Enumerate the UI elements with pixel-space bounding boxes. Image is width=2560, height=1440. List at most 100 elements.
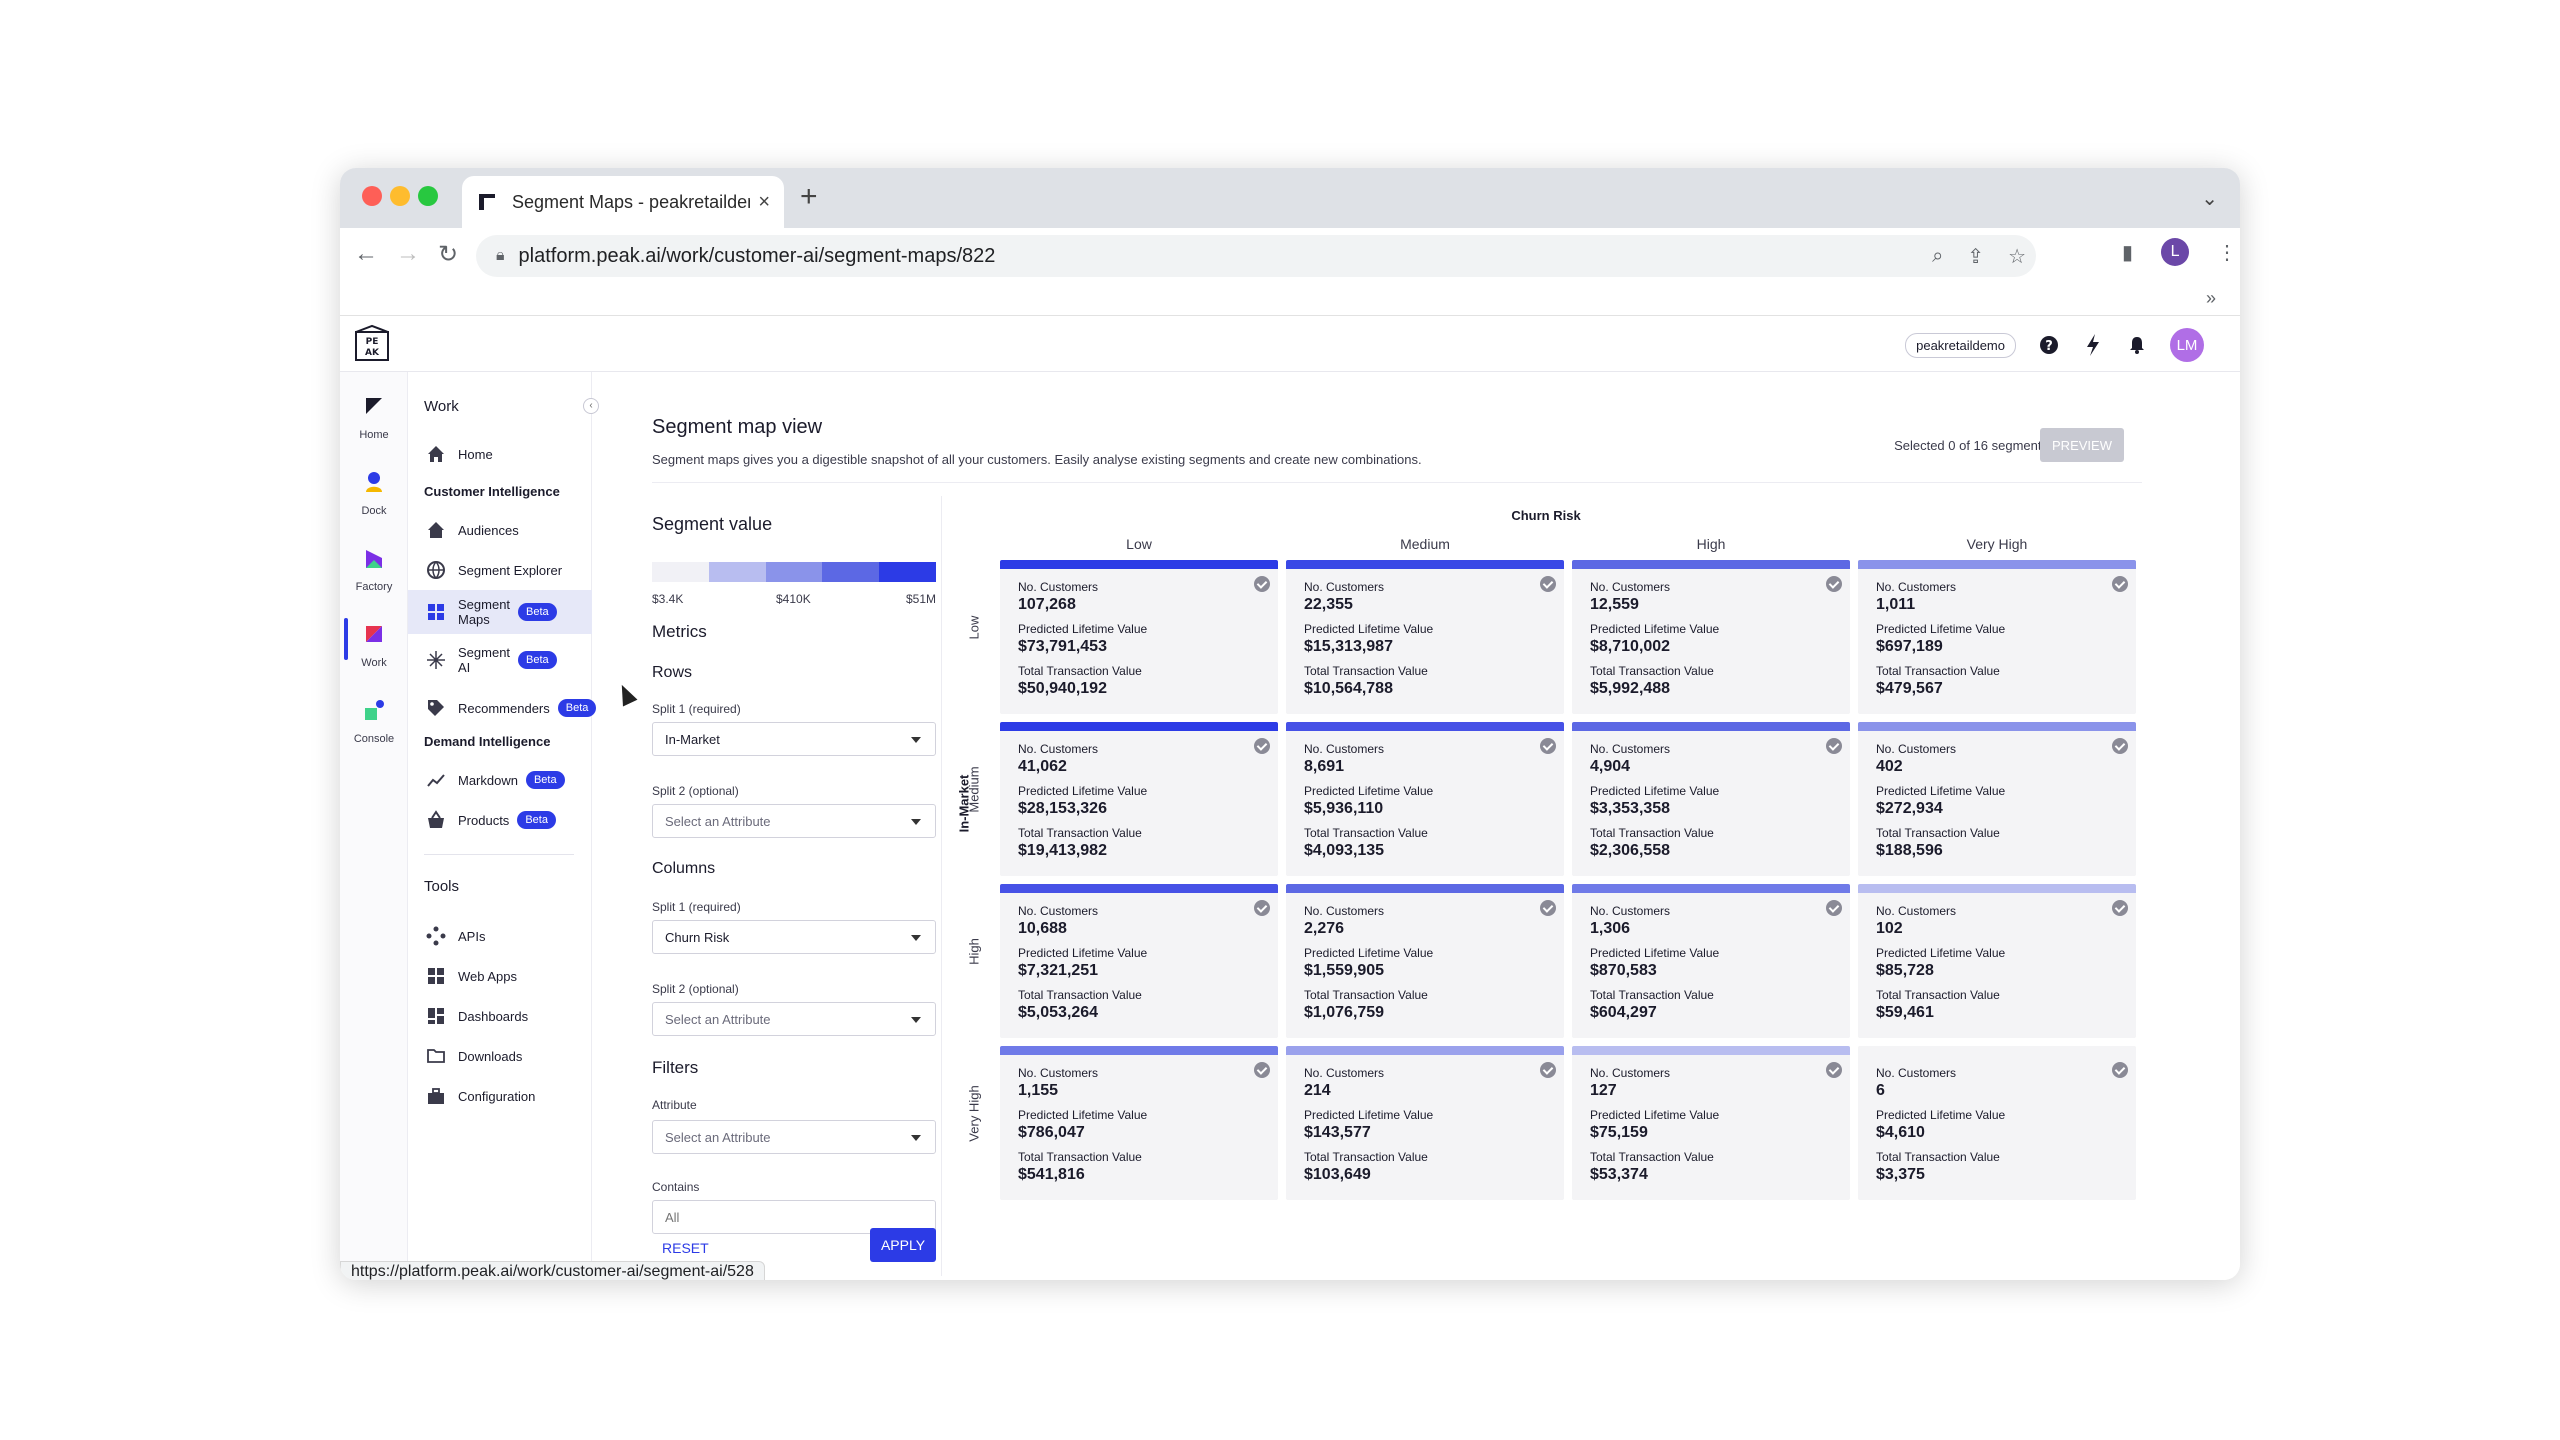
close-window-button[interactable] bbox=[362, 186, 382, 206]
segment-cell[interactable]: No. Customers 402 Predicted Lifetime Value… bbox=[1858, 722, 2136, 876]
segment-value-bar bbox=[1286, 1046, 1564, 1055]
column-header: Low bbox=[1126, 536, 1152, 552]
select-check-icon[interactable] bbox=[1540, 1062, 1556, 1078]
sidebar-item-web-apps[interactable]: Web Apps bbox=[408, 958, 592, 994]
tab-search-chevron-icon[interactable]: ⌄ bbox=[2201, 188, 2218, 210]
sidebar-item-audiences[interactable]: Audiences bbox=[408, 512, 592, 548]
segment-cell[interactable]: No. Customers 1,306 Predicted Lifetime Val… bbox=[1572, 884, 1850, 1038]
select-check-icon[interactable] bbox=[2112, 576, 2128, 592]
rows-split2-select[interactable]: Select an Attribute bbox=[652, 804, 936, 838]
sidebar-item-configuration[interactable]: Configuration bbox=[408, 1078, 592, 1114]
segment-cell[interactable]: No. Customers 2,276 Predicted Lifetime Val… bbox=[1286, 884, 1564, 1038]
segment-cell[interactable]: No. Customers 107,268 Predicted Lifetime V… bbox=[1000, 560, 1278, 714]
peak-logo-icon[interactable]: PE AK bbox=[352, 324, 392, 364]
sidebar-item-segment-explorer[interactable]: Segment Explorer bbox=[408, 552, 592, 588]
rows-split2-label: Split 2 (optional) bbox=[652, 784, 739, 798]
select-check-icon[interactable] bbox=[1254, 738, 1270, 754]
sidebar-item-segment-maps[interactable]: Segment Maps Beta bbox=[408, 590, 592, 634]
select-check-icon[interactable] bbox=[1540, 576, 1556, 592]
select-check-icon[interactable] bbox=[1826, 738, 1842, 754]
select-check-icon[interactable] bbox=[2112, 900, 2128, 916]
ttv-value: $604,297 bbox=[1590, 1004, 1657, 1021]
sidebar-item-home[interactable]: Home bbox=[408, 436, 592, 472]
select-check-icon[interactable] bbox=[1254, 576, 1270, 592]
new-tab-button[interactable]: + bbox=[800, 180, 818, 213]
peak-app: PE AK peakretaildemo ? LM Hom bbox=[340, 316, 2240, 1280]
ttv-value: $2,306,558 bbox=[1590, 842, 1671, 859]
plv-value: $15,313,987 bbox=[1304, 638, 1393, 655]
segment-cell[interactable]: No. Customers 1,011 Predicted Lifetime Val… bbox=[1858, 560, 2136, 714]
help-icon[interactable]: ? bbox=[2038, 334, 2060, 356]
select-check-icon[interactable] bbox=[1826, 1062, 1842, 1078]
bell-icon[interactable] bbox=[2126, 334, 2148, 356]
segment-cell[interactable]: No. Customers 41,062 Predicted Lifetime Va… bbox=[1000, 722, 1278, 876]
apply-button[interactable]: APPLY bbox=[870, 1228, 936, 1262]
minimize-window-button[interactable] bbox=[390, 186, 410, 206]
collapse-sidebar-chevron-icon[interactable]: ‹ bbox=[583, 398, 599, 414]
rail-dock[interactable]: Dock bbox=[340, 470, 408, 517]
browser-menu-icon[interactable]: ⋮ bbox=[2217, 241, 2238, 264]
browser-tab[interactable]: Segment Maps - peakretaildem × bbox=[462, 176, 784, 228]
share-icon[interactable]: ⇪ bbox=[1967, 245, 1985, 268]
sidebar-item-apis[interactable]: APIs bbox=[408, 918, 592, 954]
select-check-icon[interactable] bbox=[1826, 576, 1842, 592]
sidebar-item-recommenders[interactable]: Recommenders Beta bbox=[408, 690, 597, 726]
select-check-icon[interactable] bbox=[1254, 900, 1270, 916]
segment-cell[interactable]: No. Customers 6 Predicted Lifetime Value $4… bbox=[1858, 1046, 2136, 1200]
filter-attribute-select[interactable]: Select an Attribute bbox=[652, 1120, 936, 1154]
segment-cell[interactable]: No. Customers 127 Predicted Lifetime Value… bbox=[1572, 1046, 1850, 1200]
select-check-icon[interactable] bbox=[1826, 900, 1842, 916]
sidebar-item-products[interactable]: Products Beta bbox=[408, 802, 592, 838]
contains-input[interactable] bbox=[652, 1200, 936, 1234]
zoom-icon[interactable]: ⌕ bbox=[1932, 244, 1944, 267]
rail-home[interactable]: Home bbox=[340, 394, 408, 441]
side-panel-icon[interactable]: ▮ bbox=[2122, 241, 2134, 264]
sidebar-item-dashboards[interactable]: Dashboards bbox=[408, 998, 592, 1034]
close-tab-icon[interactable]: × bbox=[758, 190, 770, 213]
rail-console[interactable]: Console bbox=[340, 698, 408, 745]
dashboard-icon bbox=[428, 1008, 444, 1024]
reload-icon[interactable]: ↻ bbox=[438, 241, 459, 268]
segment-value-heading: Segment value bbox=[652, 514, 773, 534]
user-avatar[interactable]: LM bbox=[2170, 328, 2204, 362]
cols-split2-select[interactable]: Select an Attribute bbox=[652, 1002, 936, 1036]
beta-badge: Beta bbox=[525, 771, 565, 789]
select-check-icon[interactable] bbox=[2112, 1062, 2128, 1078]
browser-profile-avatar[interactable]: L bbox=[2161, 238, 2190, 266]
customers-label: No. Customers bbox=[1304, 1066, 1385, 1080]
segment-cell[interactable]: No. Customers 10,688 Predicted Lifetime Va… bbox=[1000, 884, 1278, 1038]
lightning-icon[interactable] bbox=[2082, 334, 2104, 356]
segment-cell[interactable]: No. Customers 12,559 Predicted Lifetime Va… bbox=[1572, 560, 1850, 714]
sidebar-item-markdown[interactable]: Markdown Beta bbox=[408, 762, 592, 798]
customers-label: No. Customers bbox=[1876, 1066, 1957, 1080]
select-check-icon[interactable] bbox=[2112, 738, 2128, 754]
sidebar-item-segment-ai[interactable]: Segment AI Beta bbox=[408, 638, 592, 682]
reset-button[interactable]: RESET bbox=[662, 1240, 709, 1256]
back-arrow-icon[interactable]: ← bbox=[354, 240, 378, 267]
segment-cell[interactable]: No. Customers 22,355 Predicted Lifetime Va… bbox=[1286, 560, 1564, 714]
cols-split1-select[interactable]: Churn Risk bbox=[652, 920, 936, 954]
segment-cell[interactable]: No. Customers 4,904 Predicted Lifetime Val… bbox=[1572, 722, 1850, 876]
select-check-icon[interactable] bbox=[1254, 1062, 1270, 1078]
select-check-icon[interactable] bbox=[1540, 900, 1556, 916]
segment-cell[interactable]: No. Customers 1,155 Predicted Lifetime Val… bbox=[1000, 1046, 1278, 1200]
rows-split1-select[interactable]: In-Market bbox=[652, 722, 936, 756]
customers-value: 127 bbox=[1590, 1082, 1617, 1099]
segment-cell[interactable]: No. Customers 214 Predicted Lifetime Value… bbox=[1286, 1046, 1564, 1200]
bookmark-star-icon[interactable]: ☆ bbox=[2008, 245, 2026, 268]
svg-text:AK: AK bbox=[365, 348, 380, 358]
sidebar-item-downloads[interactable]: Downloads bbox=[408, 1038, 592, 1074]
select-check-icon[interactable] bbox=[1540, 738, 1556, 754]
preview-button[interactable]: PREVIEW bbox=[2040, 428, 2124, 462]
browser-toolbar: ← → ↻ 🔒︎ platform.peak.ai/work/customer-… bbox=[340, 228, 2240, 284]
segment-cell[interactable]: No. Customers 8,691 Predicted Lifetime Val… bbox=[1286, 722, 1564, 876]
maximize-window-button[interactable] bbox=[418, 186, 438, 206]
tenant-badge[interactable]: peakretaildemo bbox=[1905, 332, 2016, 358]
rail-work[interactable]: Work bbox=[340, 622, 408, 669]
more-bookmarks-icon[interactable]: » bbox=[2205, 288, 2216, 308]
segment-cell[interactable]: No. Customers 102 Predicted Lifetime Value… bbox=[1858, 884, 2136, 1038]
rail-factory[interactable]: Factory bbox=[340, 546, 408, 593]
forward-arrow-icon[interactable]: → bbox=[396, 240, 420, 267]
address-bar[interactable]: 🔒︎ platform.peak.ai/work/customer-ai/seg… bbox=[476, 235, 2036, 277]
plv-label: Predicted Lifetime Value bbox=[1876, 1108, 2006, 1122]
